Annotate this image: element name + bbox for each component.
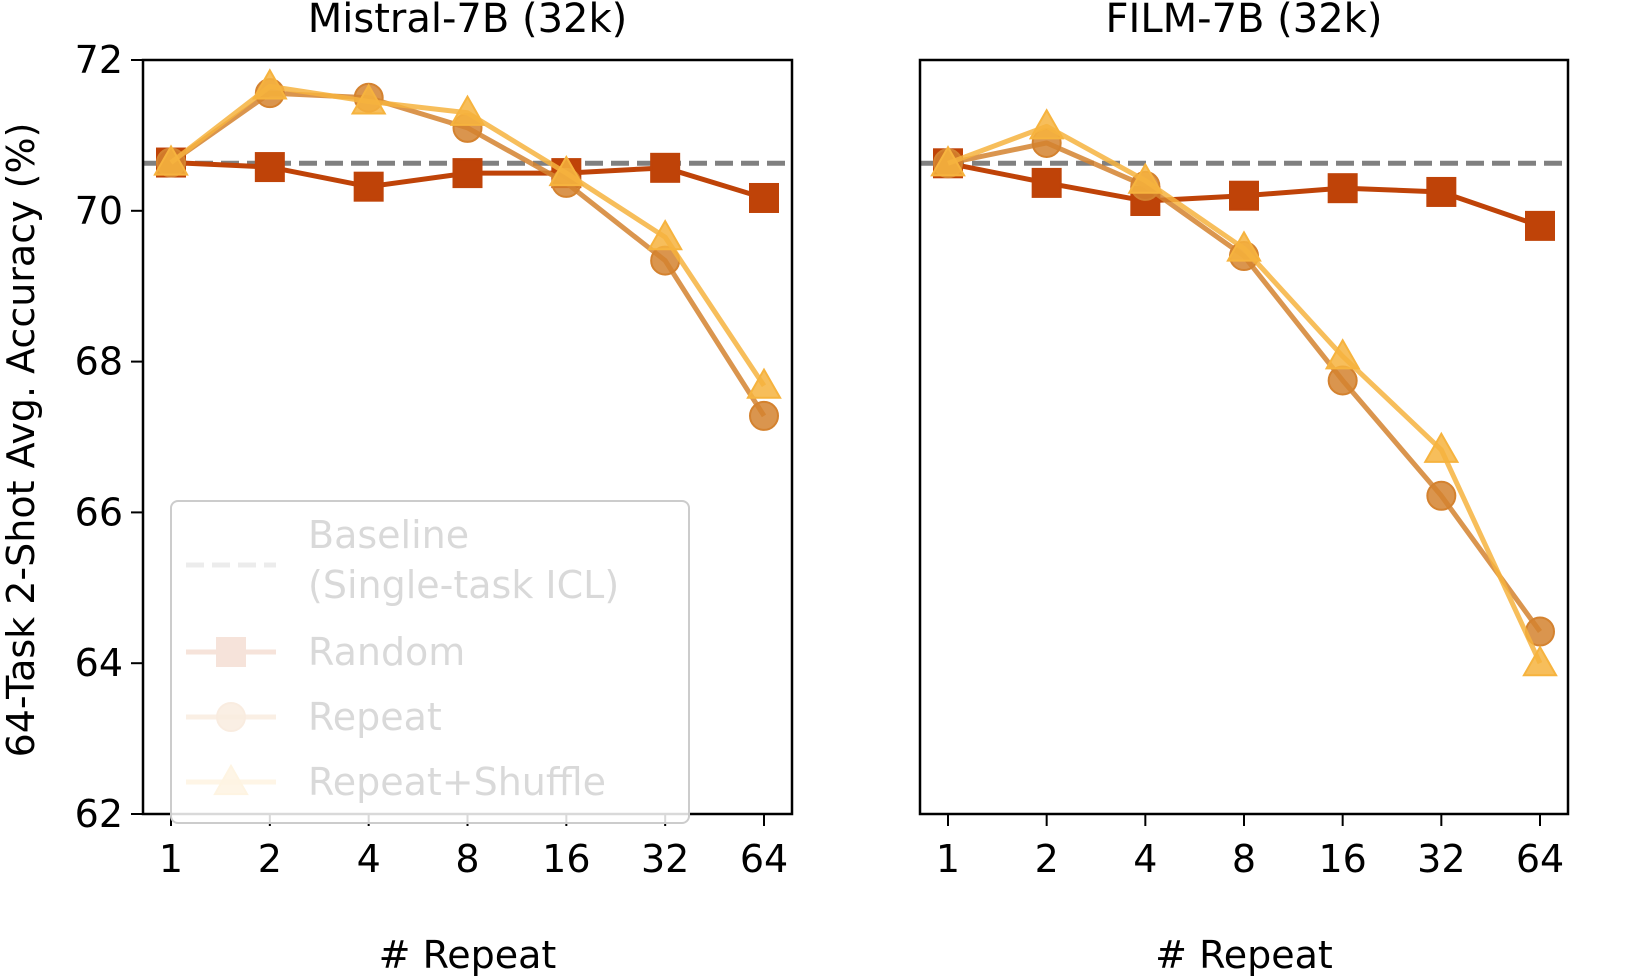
y-tick-label: 62 (75, 792, 123, 836)
data-point-random (353, 171, 384, 202)
y-tick-label: 70 (75, 189, 123, 233)
data-point-repeat-shuffle (1127, 162, 1164, 194)
x-tick-label: 1 (936, 837, 960, 881)
data-point-repeat (1327, 365, 1358, 396)
data-point-repeat-shuffle (153, 144, 189, 176)
x-tick-label: 16 (542, 837, 590, 881)
x-tick-label: 1 (159, 837, 183, 881)
chart-panel-film: FILM-7B (32k) 1 2 4 8 16 32 64 # Repeat (918, 0, 1570, 977)
x-axis-label: # Repeat (379, 933, 557, 977)
x-tick-label: 32 (1417, 837, 1465, 881)
data-point-repeat-shuffle (1324, 338, 1361, 370)
data-point-repeat (1426, 480, 1457, 511)
y-tick-label: 72 (75, 38, 123, 82)
data-point-random (650, 152, 681, 183)
data-point-repeat-shuffle (930, 145, 966, 177)
x-tick-label: 16 (1318, 837, 1366, 881)
x-tick-label: 4 (1133, 837, 1157, 881)
data-point-repeat-shuffle (449, 94, 486, 126)
data-point-repeat-shuffle (252, 68, 288, 100)
x-tick-label: 2 (1035, 837, 1059, 881)
data-point-random (1525, 210, 1555, 241)
data-point-random (452, 158, 483, 189)
data-point-random (749, 182, 779, 213)
legend (170, 500, 690, 824)
y-axis-label: 64-Task 2-Shot Avg. Accuracy (%) (0, 123, 43, 758)
x-tick-label: 64 (1516, 837, 1564, 881)
chart-title: Mistral-7B (32k) (308, 0, 628, 42)
data-point-repeat-shuffle (1522, 645, 1558, 677)
x-tick-label: 8 (1232, 837, 1256, 881)
x-tick-label: 8 (455, 837, 479, 881)
data-point-random (1327, 173, 1358, 204)
plot-frame (918, 58, 1570, 816)
data-point-repeat-shuffle (1226, 230, 1262, 262)
data-point-random (254, 152, 285, 183)
data-point-random (1229, 180, 1259, 211)
data-point-repeat (749, 400, 779, 431)
series-line-repeat (947, 140, 1543, 634)
y-tick-label: 64 (75, 641, 123, 685)
x-axis-label: # Repeat (1155, 933, 1333, 977)
data-point-repeat-shuffle (647, 219, 683, 251)
chart-title: FILM-7B (32k) (1106, 0, 1383, 42)
chart-panel-mistral: Mistral-7B (32k) 1 2 4 8 16 32 64 # Repeat 62 64 66… (75, 0, 794, 977)
data-point-repeat-shuffle (548, 154, 585, 187)
data-point-repeat-shuffle (746, 367, 782, 399)
x-tick-label: 32 (641, 837, 689, 881)
x-tick-label: 2 (258, 837, 282, 881)
data-point-repeat-shuffle (1423, 431, 1460, 463)
y-tick-label: 68 (75, 340, 123, 384)
y-tick-label: 66 (75, 490, 123, 534)
data-point-repeat-shuffle (1028, 108, 1065, 140)
data-point-repeat-shuffle (350, 83, 387, 115)
data-point-random (1031, 167, 1062, 198)
x-tick-label: 4 (357, 837, 381, 881)
x-tick-label: 64 (740, 837, 788, 881)
data-point-random (1426, 176, 1457, 207)
